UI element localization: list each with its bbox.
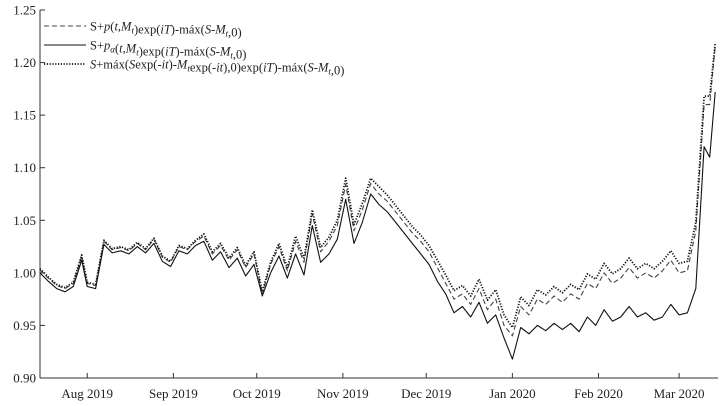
y-tick-label: 0.90 bbox=[13, 371, 36, 386]
series-line-dashed bbox=[39, 45, 716, 337]
x-tick-label: Oct 2019 bbox=[233, 386, 281, 401]
legend-entry-dashed: S+p(t,Mt)exp(iT)-máx(S-Mt,0) bbox=[90, 20, 242, 40]
y-tick-label: 0.95 bbox=[13, 318, 36, 333]
y-tick-label: 1.15 bbox=[13, 108, 36, 123]
plot-area bbox=[39, 10, 718, 379]
x-axis-ticks: Aug 2019 Sep 2019 Oct 2019 Nov 2019 Dec 2019… bbox=[61, 373, 705, 401]
y-axis-ticks: 0.90 0.95 1.00 1.05 1.10 1.15 1.20 1.25 bbox=[13, 3, 45, 386]
x-tick-label: Jan 2020 bbox=[489, 386, 536, 401]
x-tick-label: Aug 2019 bbox=[61, 386, 113, 401]
y-tick-label: 1.05 bbox=[13, 213, 36, 228]
y-tick-label: 1.25 bbox=[13, 3, 36, 18]
x-tick-label: Mar 2020 bbox=[654, 386, 705, 401]
y-tick-label: 1.10 bbox=[13, 160, 36, 175]
series-line-solid bbox=[39, 91, 716, 360]
x-tick-label: Feb 2020 bbox=[574, 386, 623, 401]
legend-entry-solid: S+pα(t,Mt)exp(iT)-máx(S-Mt,0) bbox=[90, 39, 246, 62]
x-tick-label: Nov 2019 bbox=[317, 386, 369, 401]
series-line-dotted bbox=[39, 43, 717, 329]
legend: S+p(t,Mt)exp(iT)-máx(S-Mt,0)S+pα(t,Mt)ex… bbox=[44, 20, 344, 78]
y-tick-label: 1.00 bbox=[13, 265, 36, 280]
y-tick-label: 1.20 bbox=[13, 55, 36, 70]
series-layer bbox=[39, 43, 717, 360]
x-tick-label: Sep 2019 bbox=[149, 386, 198, 401]
x-tick-label: Dec 2019 bbox=[401, 386, 451, 401]
legend-entry-dotted: S+máx(Sexp(-it)-Mtexp(-it),0)exp(iT)-máx… bbox=[90, 58, 344, 78]
